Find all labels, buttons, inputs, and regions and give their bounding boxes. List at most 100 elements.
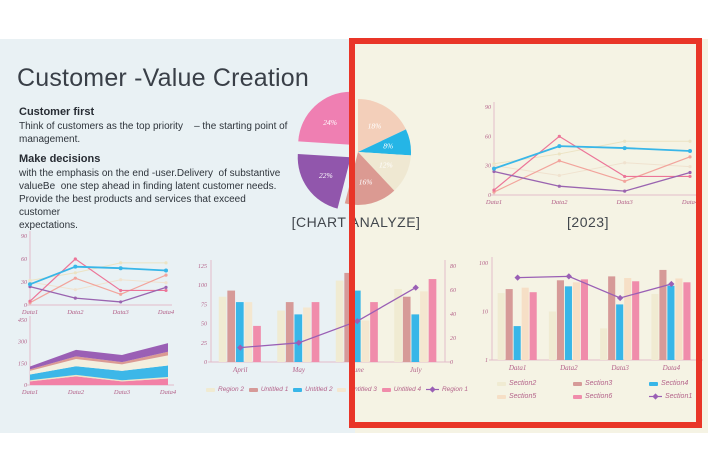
svg-text:June: June: [351, 366, 364, 374]
chart-canvas: 1 10 100 Data1 Data2 Data3 Data4: [479, 257, 703, 372]
svg-text:Data1: Data1: [485, 199, 502, 206]
section-heading: Make decisions: [19, 153, 101, 165]
legend-item-section6: Section6: [573, 393, 649, 400]
svg-text:60: 60: [450, 288, 456, 294]
legend-label: Section5: [509, 393, 537, 400]
area-chart-left: 0 150 300 450 Data1 Data2 Data3 Data4: [8, 312, 194, 398]
line-chart-left: 0 30 60 90 Data1 Data2 Data3 Data4: [8, 226, 194, 316]
legend-item-section2: Section2: [497, 380, 573, 387]
svg-text:May: May: [292, 366, 306, 374]
pie-chart-caption: [CHART ANALYZE]: [291, 214, 421, 230]
svg-text:July: July: [410, 366, 423, 374]
svg-text:40: 40: [450, 311, 456, 318]
svg-text:Data4: Data4: [159, 389, 177, 396]
svg-text:90: 90: [21, 234, 27, 240]
legend-item-untitled-4: Untitled 4: [381, 386, 422, 393]
svg-text:Data3: Data3: [610, 364, 629, 372]
svg-text:22%: 22%: [319, 171, 333, 180]
svg-text:25: 25: [201, 341, 207, 347]
svg-text:Data4: Data4: [681, 199, 699, 206]
chart-canvas: 0 30 60 90 Data1 Data2 Data3 Data4: [484, 102, 699, 206]
svg-text:1: 1: [485, 358, 488, 364]
legend-sections-chart: Section2 Section3 Section4 Section5 Section6…: [497, 380, 697, 400]
svg-text:300: 300: [17, 340, 27, 346]
legend-months-chart: Region 2 Untitled 1 Untitled 2 Untitled 3 Un…: [206, 386, 468, 393]
legend-line-marker: [649, 393, 662, 400]
pie-chart: 18% 8% 12% 16% 22% 24%: [294, 86, 426, 218]
svg-text:150: 150: [18, 361, 27, 367]
svg-text:0: 0: [204, 360, 207, 366]
legend-swatch: [337, 387, 347, 392]
chart-canvas: 0 150 300 450 Data1 Data2 Data3 Data4: [17, 316, 177, 396]
svg-text:Data2: Data2: [550, 199, 568, 206]
legend-item-section5: Section5: [497, 393, 573, 400]
svg-text:Data1: Data1: [21, 309, 38, 316]
svg-text:8%: 8%: [383, 142, 393, 151]
svg-text:0: 0: [488, 193, 491, 199]
legend-item-untitled-2: Untitled 2: [293, 386, 333, 393]
legend-label: Section6: [585, 393, 613, 400]
svg-text:75: 75: [201, 302, 207, 308]
svg-text:90: 90: [485, 105, 491, 111]
svg-text:Data2: Data2: [559, 364, 578, 372]
legend-label: Untitled 4: [393, 386, 422, 393]
legend-label: Untitled 2: [305, 386, 333, 393]
section-make-decisions: Make decisions with the emphasis on the …: [19, 153, 289, 232]
legend-label: Section4: [661, 380, 689, 387]
section-body: with the emphasis on the end -user.Deliv…: [19, 168, 281, 231]
svg-text:60: 60: [21, 257, 27, 263]
bar-line-chart-sections: 1 10 100 Data1 Data2 Data3 Data4: [462, 250, 708, 380]
legend-swatch: [497, 381, 506, 386]
svg-text:0: 0: [450, 360, 453, 366]
legend-swatch: [293, 387, 303, 392]
legend-label: Region 2: [218, 386, 245, 393]
legend-swatch: [381, 387, 391, 392]
legend-item-untitled-1: Untitled 1: [248, 386, 289, 393]
legend-swatch: [497, 394, 506, 399]
legend-label: Section3: [585, 380, 613, 387]
legend-item-section4: Section4: [649, 380, 697, 387]
svg-text:16%: 16%: [359, 177, 373, 186]
svg-text:Data4: Data4: [662, 364, 681, 372]
svg-text:0: 0: [24, 383, 27, 389]
section-heading: Customer first: [19, 106, 95, 118]
svg-text:Data4: Data4: [157, 309, 175, 316]
svg-text:April: April: [232, 366, 247, 374]
legend-item-section1: Section1: [649, 393, 697, 400]
legend-label: Region 1: [441, 386, 468, 393]
legend-item-region-2: Region 2: [206, 386, 244, 393]
legend-label: Untitled 1: [260, 386, 289, 393]
svg-text:125: 125: [198, 264, 207, 270]
section-body: Think of customers as the top priority –…: [19, 121, 288, 145]
legend-label: Untitled 3: [349, 386, 377, 393]
svg-text:Data1: Data1: [21, 389, 38, 396]
legend-label: Section1: [665, 393, 693, 400]
legend-item-region-1: Region 1: [425, 386, 468, 393]
svg-text:80: 80: [450, 264, 456, 270]
svg-text:60: 60: [485, 134, 491, 140]
line-chart-2023: 0 30 60 90 Data1 Data2 Data3 Data4: [474, 97, 704, 215]
svg-text:Data3: Data3: [112, 309, 130, 316]
legend-item-untitled-3: Untitled 3: [337, 386, 377, 393]
legend-swatch: [573, 381, 582, 386]
svg-text:Data3: Data3: [616, 199, 634, 206]
svg-text:10: 10: [482, 310, 488, 316]
legend-swatch: [206, 387, 215, 392]
chart-canvas: 0 25 50 75 100 125 0 20 40 60 80 April May June July: [198, 260, 456, 374]
section-customer-first: Customer first Think of customers as the…: [19, 106, 289, 146]
svg-text:50: 50: [201, 322, 207, 328]
legend-line-marker: [425, 386, 439, 393]
svg-text:0: 0: [24, 303, 27, 309]
page-title: Customer -Value Creation: [17, 64, 309, 92]
svg-text:Data1: Data1: [508, 364, 527, 372]
svg-text:12%: 12%: [379, 161, 393, 170]
chart-canvas: 0 30 60 90 Data1 Data2 Data3 Data4: [20, 231, 175, 316]
svg-text:Data2: Data2: [67, 389, 85, 396]
svg-text:30: 30: [20, 280, 27, 286]
slide-background-right: [355, 39, 708, 433]
svg-text:18%: 18%: [368, 122, 382, 131]
svg-text:Data2: Data2: [66, 309, 84, 316]
legend-item-section3: Section3: [573, 380, 649, 387]
legend-label: Section2: [509, 380, 537, 387]
legend-swatch: [649, 381, 658, 386]
